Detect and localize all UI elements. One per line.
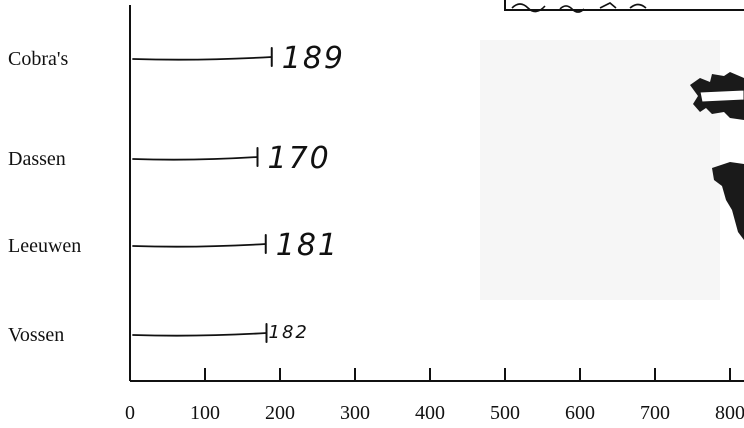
bar-series: 189 170 181 182 (132, 41, 345, 343)
x-tick-label: 600 (565, 402, 595, 423)
category-label: Dassen (8, 148, 66, 170)
category-labels: Cobra's Dassen Leeuwen Vossen (8, 48, 81, 346)
category-label: Leeuwen (8, 235, 81, 257)
bar-line (132, 243, 267, 248)
x-tick-label: 200 (265, 402, 295, 423)
bar-line (132, 56, 273, 61)
category-label: Vossen (8, 324, 64, 346)
bar-value-label: 189 (282, 41, 345, 76)
inset-white-bar (699, 89, 744, 103)
x-tick-label: 300 (340, 402, 370, 423)
x-tick-label: 100 (190, 402, 220, 423)
bar-line (132, 332, 268, 337)
x-tick-label: 500 (490, 402, 520, 423)
x-tick-label: 400 (415, 402, 445, 423)
category-label: Cobra's (8, 48, 68, 70)
x-tick-label: 700 (640, 402, 670, 423)
bar-value-label: 182 (269, 322, 309, 343)
bar-value-label: 170 (268, 141, 331, 176)
bar-value-label: 181 (276, 228, 339, 263)
x-tick-label: 0 (125, 402, 135, 423)
bar-line (132, 156, 259, 161)
inset-scribble (511, 2, 647, 13)
x-axis-ticks: 0 100 200 300 400 500 600 700 800 (125, 368, 744, 424)
inset-dark-shape-lower (712, 162, 744, 240)
inset-faint-area (480, 40, 720, 300)
inset-illustration (480, 0, 744, 300)
inset-box-top (504, 0, 744, 11)
x-tick-label: 800 (715, 402, 744, 423)
